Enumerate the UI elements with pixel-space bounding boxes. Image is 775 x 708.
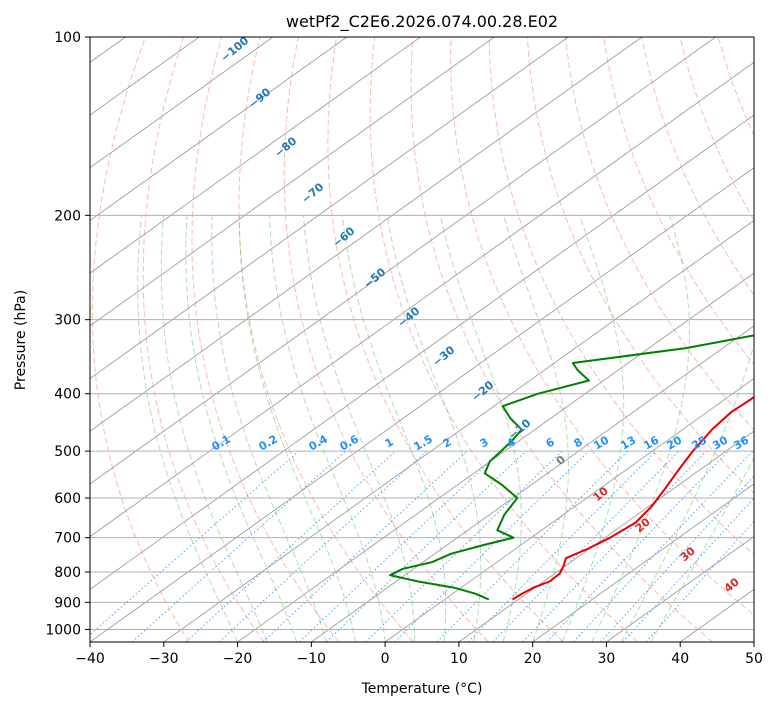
isotherm (90, 37, 495, 327)
mixing-ratio-line (622, 497, 754, 642)
x-tick-label: −40 (75, 651, 105, 667)
dry-adiabat (91, 37, 190, 642)
moist-adiabat (561, 215, 625, 642)
temperature-profile (511, 395, 754, 601)
y-tick-label: 100 (54, 30, 81, 46)
isotherm (384, 377, 754, 642)
x-tick-label: −10 (297, 651, 327, 667)
mixing-ratio-line (326, 450, 527, 642)
isotherm (90, 37, 716, 485)
isotherm (606, 536, 754, 642)
mixing-ratio-line (546, 450, 729, 642)
y-tick-label: 400 (54, 387, 81, 403)
chart-title: wetPf2_C2E6.2026.074.00.28.E02 (286, 12, 558, 32)
isotherm (90, 167, 754, 642)
moist-adiabat (620, 342, 754, 642)
x-tick-label: 0 (381, 651, 390, 667)
y-axis: 100 200 300 400 500 600 700 800 900 1000 (45, 30, 90, 638)
y-axis-label: Pressure (hPa) (13, 290, 29, 390)
moist-adiabat (211, 215, 327, 642)
plot-frame (89, 36, 755, 643)
mixing-ratio-line (600, 475, 754, 642)
dry-adiabat (191, 37, 339, 642)
moist-adiabat (341, 215, 447, 642)
x-tick-label: 50 (745, 651, 763, 667)
mixing-ratio-line (573, 450, 754, 642)
isotherm (532, 483, 754, 642)
x-tick-label: −20 (223, 651, 253, 667)
mixing-ratio-line (467, 450, 657, 642)
dry-adiabat (526, 37, 754, 494)
x-axis-label: Temperature (°C) (361, 681, 483, 697)
x-axis: −40 −30 −20 −10 0 10 20 30 40 50 (75, 642, 763, 667)
dry-adiabat (327, 37, 564, 642)
isotherm (90, 37, 569, 380)
x-tick-label: 10 (450, 651, 468, 667)
x-tick-label: −30 (149, 651, 179, 667)
isotherm (458, 430, 754, 642)
moist-adiabat (503, 215, 569, 642)
x-tick-label: 40 (671, 651, 689, 667)
dewpoint-profile (389, 334, 754, 601)
dry-adiabat (238, 37, 414, 642)
dry-adiabat (369, 37, 639, 642)
mixing-ratio-line (522, 450, 707, 642)
isotherm (90, 37, 421, 274)
y-tick-label: 1000 (45, 622, 81, 638)
background-lines (90, 37, 754, 642)
mixing-ratio-line (299, 450, 502, 642)
x-tick-label: 20 (524, 651, 542, 667)
moist-adiabat (238, 215, 357, 642)
profiles (389, 334, 754, 601)
isotherm (90, 37, 643, 432)
dry-adiabat (142, 37, 265, 642)
y-tick-label: 500 (54, 444, 81, 460)
isotherm (237, 272, 754, 642)
moist-adiabat (160, 215, 268, 642)
isotherm (90, 37, 274, 169)
moist-adiabat (303, 215, 416, 642)
dry-adiabat (450, 37, 754, 616)
isotherm (163, 219, 754, 642)
moist-adiabat (137, 215, 239, 642)
y-tick-label: 800 (54, 565, 81, 581)
mixing-ratio-line (436, 450, 629, 642)
y-tick-label: 700 (54, 531, 81, 547)
dry-adiabat (488, 37, 754, 556)
isotherm (90, 114, 754, 590)
y-tick-label: 200 (54, 208, 81, 224)
moist-adiabat (269, 215, 386, 642)
y-tick-label: 900 (54, 595, 81, 611)
moist-adiabat (185, 215, 298, 642)
moist-adiabat (650, 457, 754, 642)
dry-adiabat (283, 37, 489, 642)
y-tick-label: 600 (54, 491, 81, 507)
x-tick-label: 30 (598, 651, 616, 667)
y-tick-label: 300 (54, 313, 81, 329)
isotherm (90, 37, 348, 221)
moist-adiabat (439, 215, 522, 642)
isotherm (90, 61, 754, 538)
moist-adiabat (386, 215, 482, 642)
